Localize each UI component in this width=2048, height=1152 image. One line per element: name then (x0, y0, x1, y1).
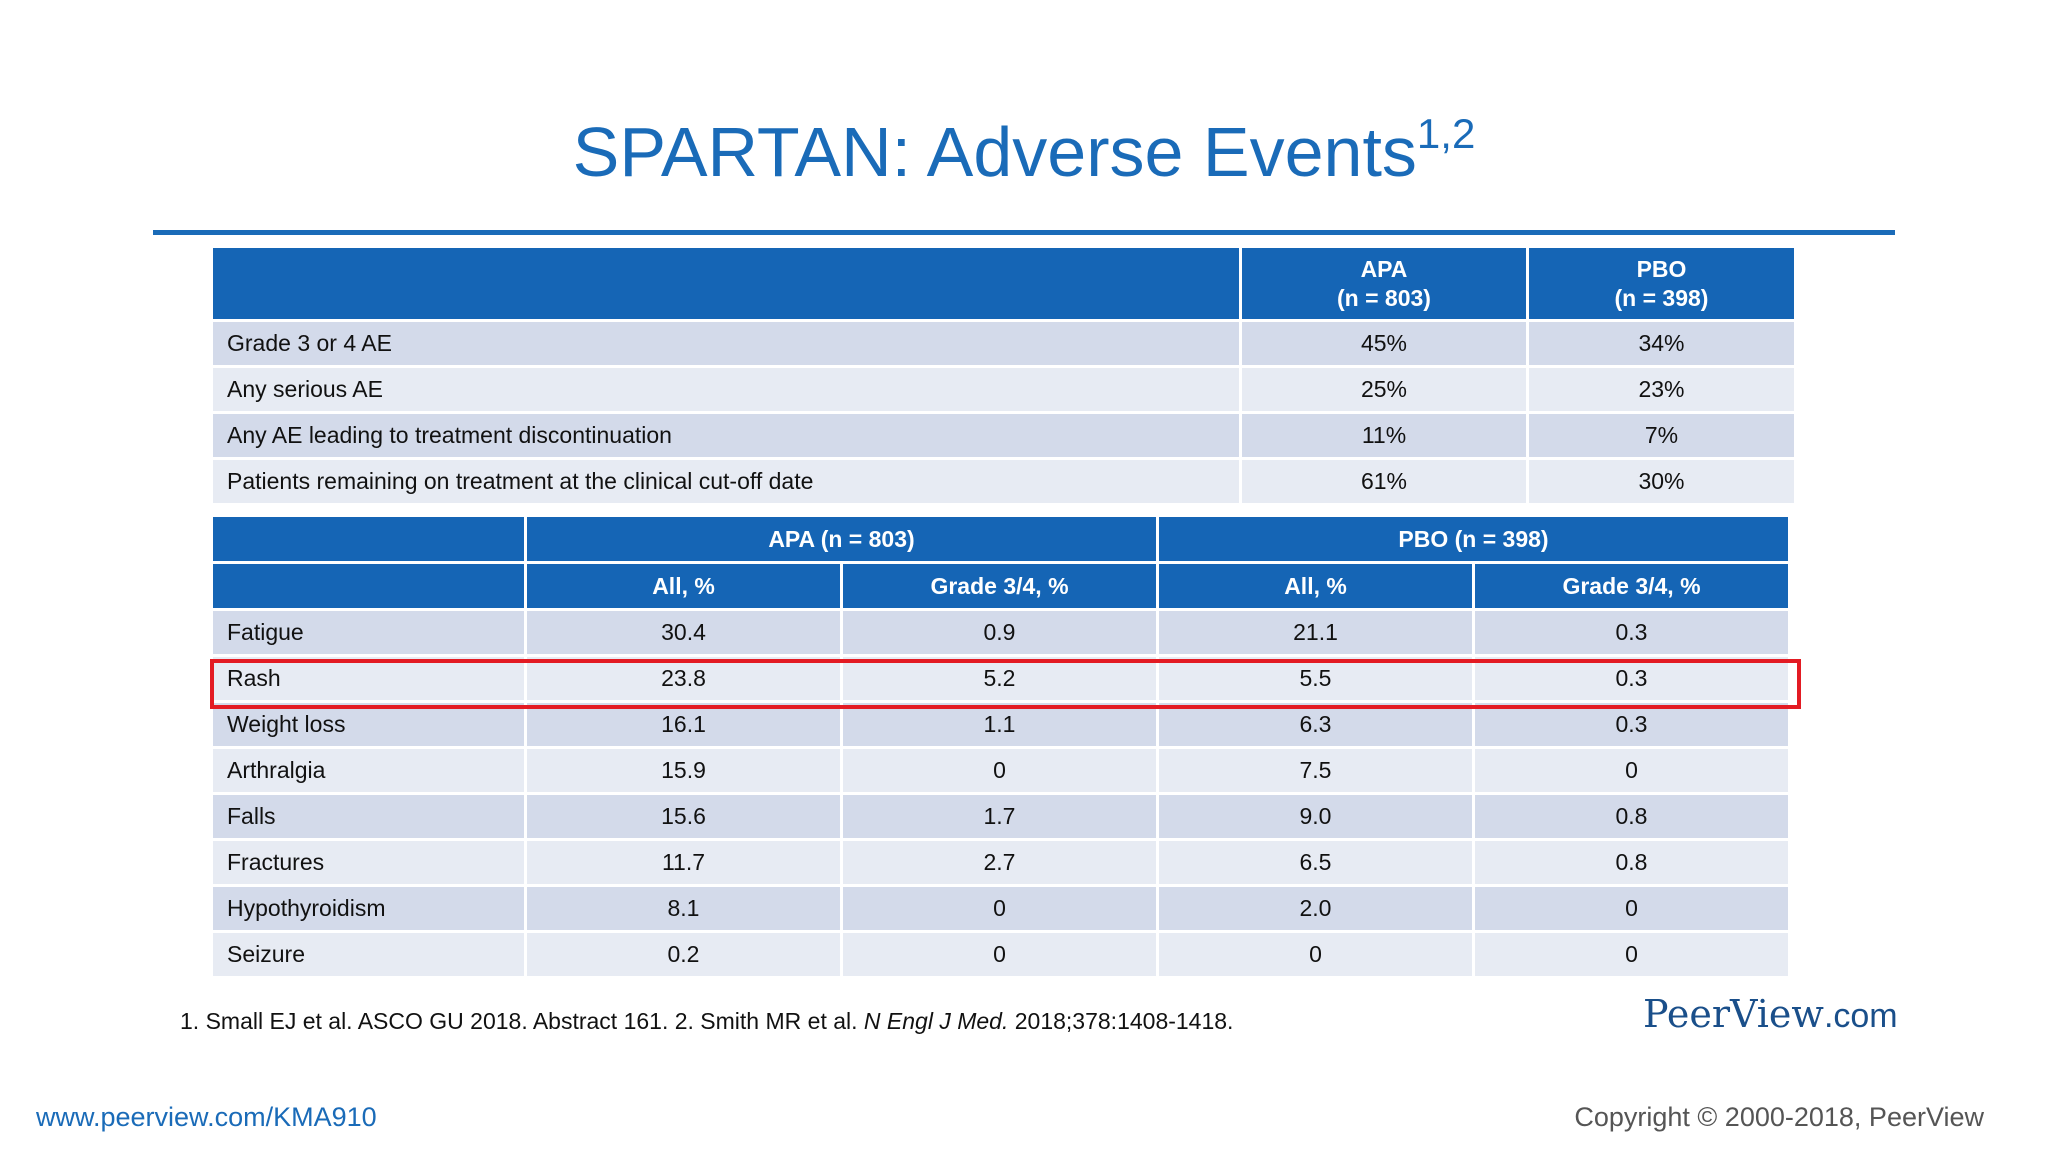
table-row: Rash 23.8 5.2 5.5 0.3 (213, 657, 1788, 700)
table-row: Falls 15.6 1.7 9.0 0.8 (213, 795, 1788, 838)
cell-pbo-all: 5.5 (1159, 657, 1472, 700)
cell-apa-all: 16.1 (527, 703, 840, 746)
table-row: Fractures 11.7 2.7 6.5 0.8 (213, 841, 1788, 884)
events-group-header-row: APA (n = 803) PBO (n = 398) (213, 517, 1788, 561)
cell-pbo-grade34: 0.8 (1475, 795, 1788, 838)
cell-apa-all: 30.4 (527, 611, 840, 654)
events-sub-header-row: All, % Grade 3/4, % All, % Grade 3/4, % (213, 564, 1788, 608)
cell-apa-all: 11.7 (527, 841, 840, 884)
cell-pbo-all: 6.3 (1159, 703, 1472, 746)
subheader-pbo-all: All, % (1159, 564, 1472, 608)
slide-title: SPARTAN: Adverse Events1,2 (572, 110, 1476, 191)
cell-apa-grade34: 0 (843, 933, 1156, 976)
summary-header-apa: APA (n = 803) (1242, 248, 1526, 319)
subheader-pbo-grade34: Grade 3/4, % (1475, 564, 1788, 608)
cell-apa-all: 8.1 (527, 887, 840, 930)
table-row: Seizure 0.2 0 0 0 (213, 933, 1788, 976)
cell-apa: 45% (1242, 322, 1526, 365)
event-label: Fatigue (213, 611, 524, 654)
table-row: Arthralgia 15.9 0 7.5 0 (213, 749, 1788, 792)
event-label: Arthralgia (213, 749, 524, 792)
cell-pbo-all: 0 (1159, 933, 1472, 976)
cell-apa-all: 15.9 (527, 749, 840, 792)
event-label: Fractures (213, 841, 524, 884)
peerview-logo: PeerView.com (1643, 992, 1898, 1036)
table-row: Weight loss 16.1 1.1 6.3 0.3 (213, 703, 1788, 746)
table-row: Fatigue 30.4 0.9 21.1 0.3 (213, 611, 1788, 654)
event-label: Hypothyroidism (213, 887, 524, 930)
reference-citation: 1. Small EJ et al. ASCO GU 2018. Abstrac… (180, 1008, 1234, 1034)
summary-header-pbo: PBO (n = 398) (1529, 248, 1794, 319)
cell-apa-grade34: 0.9 (843, 611, 1156, 654)
copyright-notice: Copyright © 2000-2018, PeerView (1574, 1102, 1984, 1132)
cell-apa-grade34: 5.2 (843, 657, 1156, 700)
summary-table: APA (n = 803) PBO (n = 398) Grade 3 or 4 A… (210, 245, 1797, 506)
row-label: Grade 3 or 4 AE (213, 322, 1239, 365)
cell-pbo-all: 9.0 (1159, 795, 1472, 838)
group-header-apa: APA (n = 803) (527, 517, 1156, 561)
cell-apa-grade34: 2.7 (843, 841, 1156, 884)
subheader-apa-all: All, % (527, 564, 840, 608)
cell-pbo: 23% (1529, 368, 1794, 411)
cell-apa-grade34: 0 (843, 749, 1156, 792)
cell-apa: 25% (1242, 368, 1526, 411)
row-label: Any serious AE (213, 368, 1239, 411)
cell-apa-all: 0.2 (527, 933, 840, 976)
row-label: Any AE leading to treatment discontinuat… (213, 414, 1239, 457)
event-label: Seizure (213, 933, 524, 976)
cell-pbo-grade34: 0 (1475, 933, 1788, 976)
cell-apa-all: 15.6 (527, 795, 840, 838)
table-row: Patients remaining on treatment at the c… (213, 460, 1794, 503)
table-row: Any AE leading to treatment discontinuat… (213, 414, 1794, 457)
cell-pbo-grade34: 0.3 (1475, 611, 1788, 654)
title-divider (153, 230, 1895, 235)
row-label: Patients remaining on treatment at the c… (213, 460, 1239, 503)
event-label: Falls (213, 795, 524, 838)
cell-pbo-grade34: 0 (1475, 887, 1788, 930)
cell-pbo-all: 6.5 (1159, 841, 1472, 884)
cell-pbo-grade34: 0.3 (1475, 657, 1788, 700)
events-table: APA (n = 803) PBO (n = 398) All, % Grade… (210, 514, 1791, 979)
events-header-empty (213, 517, 524, 561)
cell-apa-grade34: 1.1 (843, 703, 1156, 746)
event-label: Weight loss (213, 703, 524, 746)
cell-pbo-grade34: 0.8 (1475, 841, 1788, 884)
table-row: Any serious AE 25% 23% (213, 368, 1794, 411)
group-header-pbo: PBO (n = 398) (1159, 517, 1788, 561)
cell-pbo: 34% (1529, 322, 1794, 365)
cell-pbo-all: 2.0 (1159, 887, 1472, 930)
cell-pbo-all: 21.1 (1159, 611, 1472, 654)
cell-apa-all: 23.8 (527, 657, 840, 700)
footer-url-link[interactable]: www.peerview.com/KMA910 (36, 1102, 377, 1132)
subheader-apa-grade34: Grade 3/4, % (843, 564, 1156, 608)
cell-pbo-grade34: 0.3 (1475, 703, 1788, 746)
cell-apa-grade34: 0 (843, 887, 1156, 930)
cell-pbo: 30% (1529, 460, 1794, 503)
event-label: Rash (213, 657, 524, 700)
summary-header-row: APA (n = 803) PBO (n = 398) (213, 248, 1794, 319)
cell-pbo-all: 7.5 (1159, 749, 1472, 792)
events-subheader-empty (213, 564, 524, 608)
table-row: Grade 3 or 4 AE 45% 34% (213, 322, 1794, 365)
journal-name: N Engl J Med. (863, 1008, 1009, 1034)
cell-apa-grade34: 1.7 (843, 795, 1156, 838)
title-citation: 1,2 (1416, 110, 1476, 157)
cell-apa: 61% (1242, 460, 1526, 503)
cell-pbo-grade34: 0 (1475, 749, 1788, 792)
cell-apa: 11% (1242, 414, 1526, 457)
summary-header-empty (213, 248, 1239, 319)
cell-pbo: 7% (1529, 414, 1794, 457)
table-row: Hypothyroidism 8.1 0 2.0 0 (213, 887, 1788, 930)
